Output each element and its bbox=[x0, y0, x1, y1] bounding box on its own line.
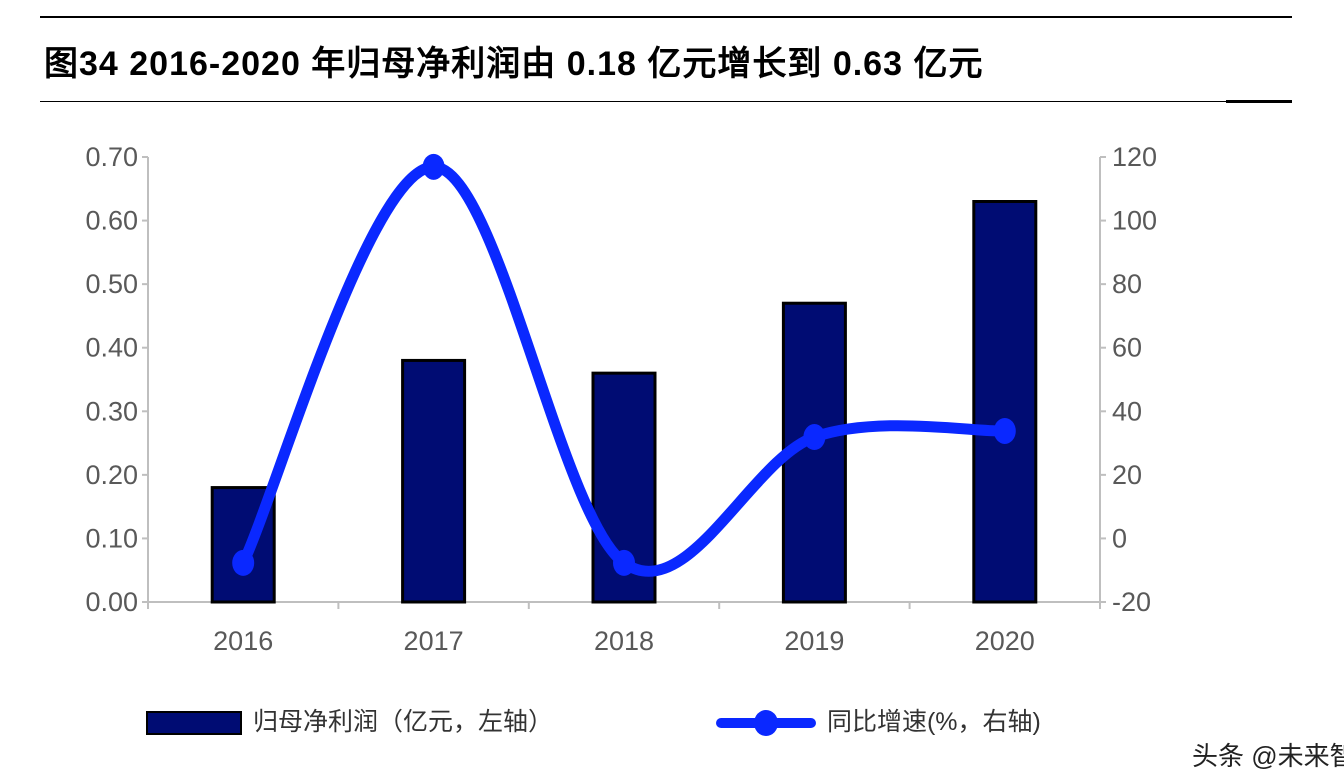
watermark: 头条 @未来智库 bbox=[1192, 741, 1344, 771]
left-tick-label: 0.70 bbox=[85, 142, 138, 172]
x-tick-label: 2019 bbox=[784, 626, 844, 656]
growth-point-2019 bbox=[803, 424, 826, 451]
right-tick-label: 0 bbox=[1112, 523, 1127, 553]
title-rule-accent bbox=[1226, 100, 1292, 103]
legend-bar-label: 归母净利润（亿元，左轴） bbox=[252, 708, 553, 736]
left-tick-label: 0.10 bbox=[85, 523, 138, 553]
growth-point-2017 bbox=[422, 153, 445, 180]
left-tick-label: 0.30 bbox=[85, 396, 138, 426]
legend-bar-swatch bbox=[146, 711, 242, 736]
growth-line bbox=[237, 161, 1011, 577]
top-rule bbox=[40, 16, 1292, 18]
chart-title: 图34 2016-2020 年归母净利润由 0.18 亿元增长到 0.63 亿元 bbox=[44, 45, 984, 83]
growth-point-2018 bbox=[613, 549, 635, 576]
x-tick-label: 2018 bbox=[594, 626, 654, 656]
right-tick-label: 60 bbox=[1112, 333, 1142, 363]
legend-line-label: 同比增速(%，右轴) bbox=[826, 708, 1041, 736]
bar-2020 bbox=[972, 200, 1038, 604]
legend-item-line: 同比增速(%，右轴) bbox=[716, 702, 1041, 738]
left-tick-label: 0.60 bbox=[85, 206, 138, 236]
legend-item-bar: 归母净利润（亿元，左轴） bbox=[146, 702, 553, 738]
legend-line-swatch bbox=[716, 710, 816, 737]
left-tick-label: 0.40 bbox=[85, 333, 138, 363]
right-tick-label: 40 bbox=[1112, 396, 1142, 426]
left-tick-label: 0.50 bbox=[85, 269, 138, 299]
growth-point-2016 bbox=[232, 549, 255, 576]
left-tick-label: 0.20 bbox=[85, 460, 138, 490]
right-tick-label: 120 bbox=[1112, 142, 1157, 172]
bar-2017 bbox=[401, 358, 467, 604]
right-tick-label: 80 bbox=[1112, 269, 1142, 299]
right-tick-label: 100 bbox=[1112, 206, 1157, 236]
right-tick-label: 20 bbox=[1112, 460, 1142, 490]
x-tick-label: 2017 bbox=[404, 626, 464, 656]
title-rule bbox=[40, 101, 1292, 102]
x-tick-label: 2016 bbox=[213, 626, 273, 656]
x-tick-label: 2020 bbox=[975, 626, 1035, 656]
left-tick-label: 0.00 bbox=[85, 587, 138, 617]
right-tick-label: -20 bbox=[1112, 587, 1151, 617]
growth-point-2020 bbox=[993, 417, 1016, 444]
